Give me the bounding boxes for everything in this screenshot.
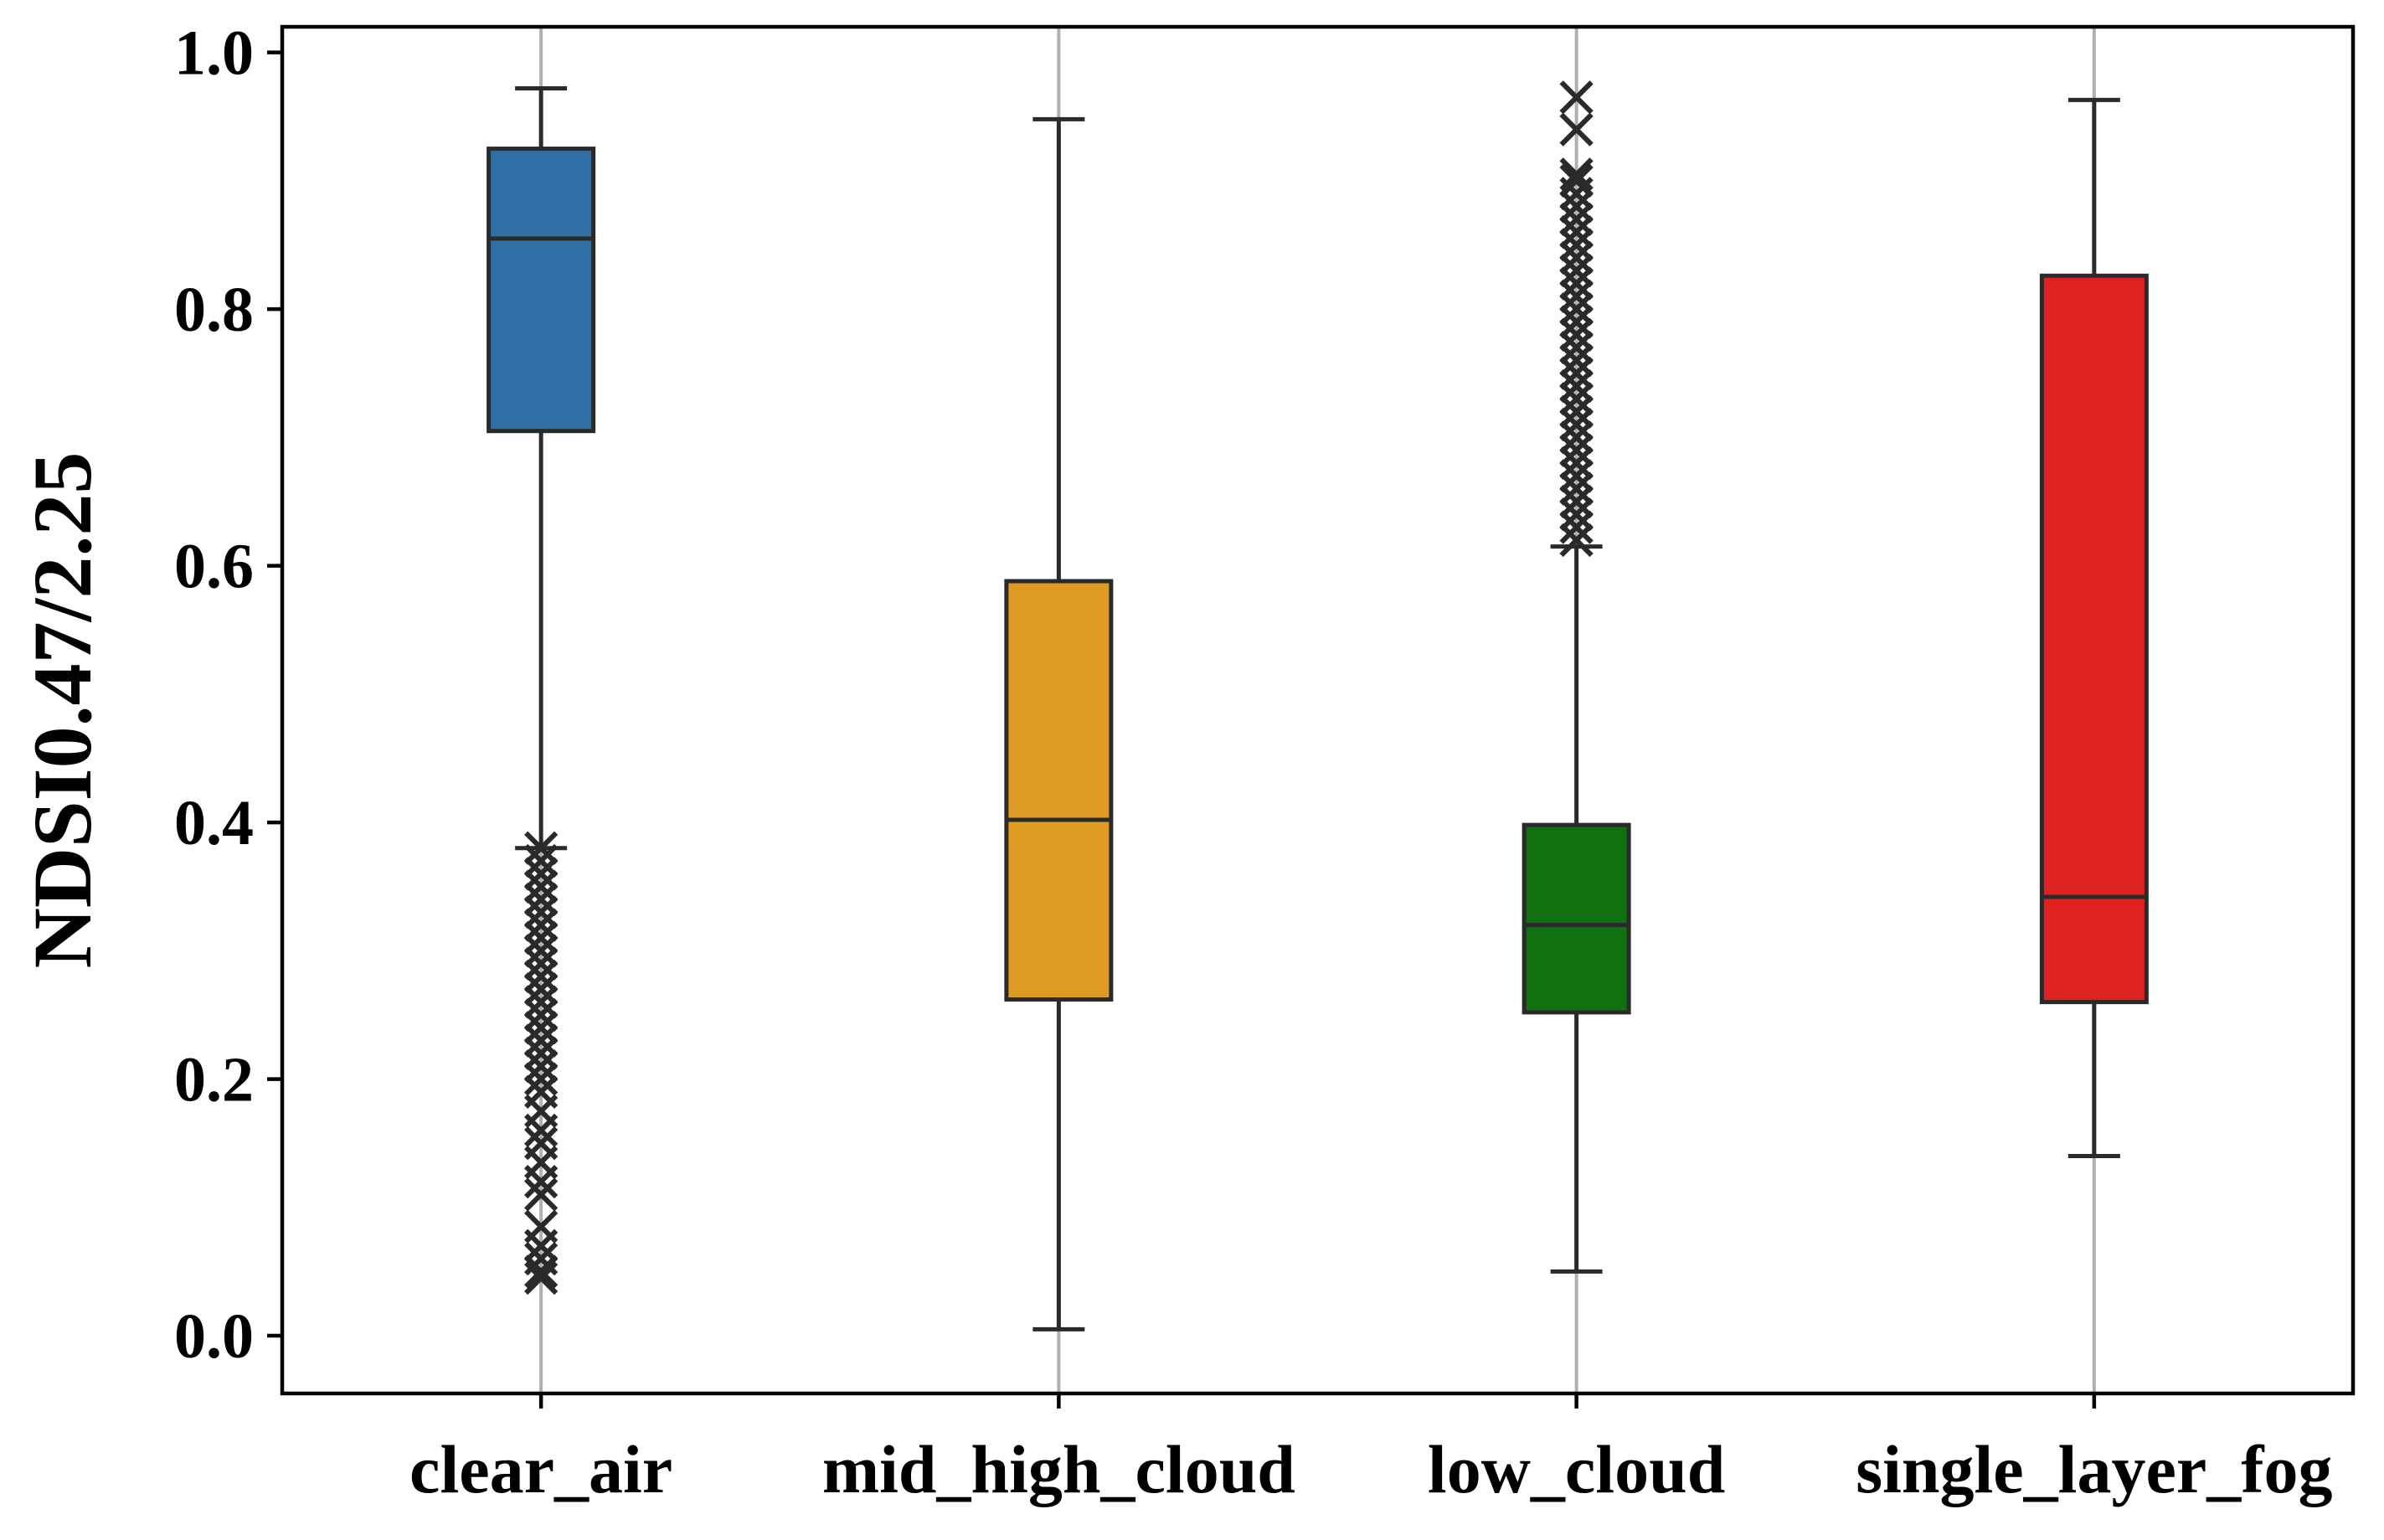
outlier-marker	[524, 920, 559, 955]
outlier-marker	[1559, 356, 1594, 390]
y-tick-label: 0.0	[174, 1301, 254, 1372]
outlier-marker	[1559, 368, 1594, 404]
outlier-marker	[1559, 189, 1594, 224]
outlier-marker	[524, 1011, 559, 1045]
outlier-marker	[1559, 446, 1594, 481]
outlier-marker	[524, 1209, 559, 1244]
outlier-marker	[1559, 382, 1594, 416]
outlier-marker	[1559, 420, 1594, 455]
outlier-marker	[524, 972, 559, 1007]
outlier-marker	[1559, 279, 1594, 313]
outlier-marker	[1559, 228, 1594, 262]
x-tick-label: single_layer_fog	[1856, 1431, 2332, 1507]
outlier-marker	[524, 934, 559, 968]
box-clear-air	[487, 86, 596, 1295]
y-tick-label: 0.4	[174, 788, 254, 858]
outlier-marker	[1559, 240, 1594, 275]
outlier-marker	[524, 997, 559, 1033]
outlier-marker	[524, 1049, 559, 1084]
outlier-marker	[524, 1023, 559, 1058]
outlier-marker	[1559, 305, 1594, 339]
outlier-marker	[1559, 523, 1594, 558]
box-body	[487, 147, 596, 434]
outlier-marker	[524, 908, 559, 942]
outlier-marker	[524, 1036, 559, 1071]
outlier-marker	[1559, 292, 1594, 327]
outlier-marker	[524, 1074, 559, 1110]
box-body	[2039, 273, 2149, 1005]
y-tick-label: 0.8	[174, 275, 254, 345]
outlier-marker	[524, 1126, 559, 1161]
box-single-layer-fog	[2039, 97, 2149, 1159]
outlier-marker	[524, 1254, 559, 1289]
outlier-marker	[524, 895, 559, 930]
outlier-marker	[1559, 497, 1594, 532]
outlier-marker	[524, 843, 559, 878]
outlier-marker	[1559, 112, 1594, 147]
box-low-cloud	[1522, 80, 1631, 1274]
outlier-marker	[1559, 317, 1594, 352]
outlier-marker	[524, 1062, 559, 1096]
y-tick-label: 0.6	[174, 532, 254, 602]
box-mid-high-cloud	[1004, 116, 1114, 1331]
outlier-marker	[524, 1177, 559, 1212]
outlier-marker	[1559, 215, 1594, 250]
outlier-marker	[524, 1241, 559, 1276]
outlier-marker	[1559, 433, 1594, 467]
y-axis-title: NDSI0.47/2.25	[16, 452, 109, 969]
outlier-marker	[1559, 254, 1594, 288]
outlier-marker	[524, 959, 559, 994]
outlier-marker	[1559, 157, 1594, 192]
outlier-marker	[1559, 202, 1594, 236]
outlier-marker	[524, 882, 559, 917]
x-tick-label: mid_high_cloud	[822, 1431, 1295, 1507]
outlier-marker	[524, 985, 559, 1019]
outlier-marker	[524, 946, 559, 981]
outlier-marker	[1559, 484, 1594, 519]
box-body	[1004, 579, 1114, 1002]
y-ticks: 0.0 0.2 0.4 0.6 0.8 1.0	[174, 18, 282, 1372]
box-body	[1522, 822, 1631, 1015]
y-tick-label: 1.0	[174, 18, 254, 89]
outlier-marker	[1559, 80, 1594, 115]
outlier-marker	[524, 869, 559, 904]
x-category-labels: clear_air mid_high_cloud low_cloud single_l…	[409, 1393, 2333, 1507]
outlier-marker	[1559, 459, 1594, 493]
y-tick-label: 0.2	[174, 1045, 254, 1115]
outlier-marker	[1559, 394, 1594, 429]
outlier-marker	[524, 831, 559, 865]
outlier-marker	[1559, 343, 1594, 378]
boxes-layer	[487, 80, 2149, 1331]
outlier-marker	[1559, 471, 1594, 506]
outlier-marker	[1559, 330, 1594, 365]
outlier-marker	[1559, 163, 1594, 198]
plot-frame	[280, 24, 2356, 1396]
grid-lines	[539, 27, 2096, 1393]
outlier-marker	[1559, 266, 1594, 301]
outlier-marker	[524, 857, 559, 891]
outlier-marker	[1559, 510, 1594, 544]
x-tick-label: low_cloud	[1428, 1431, 1725, 1507]
outlier-marker	[1559, 407, 1594, 442]
x-tick-label: clear_air	[409, 1431, 672, 1507]
